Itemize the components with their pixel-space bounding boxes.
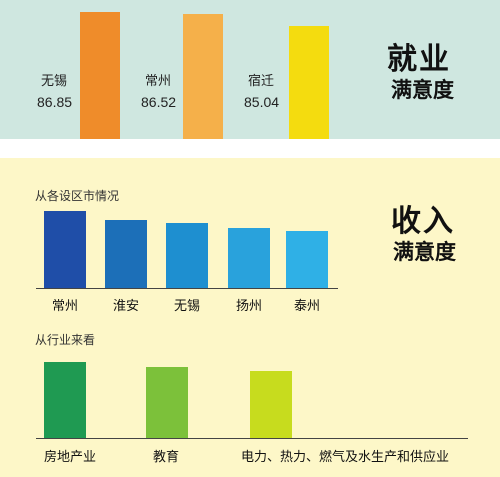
industry-bar-1: [44, 362, 86, 438]
employment-category-label: 宿迁: [248, 74, 275, 89]
city-category-label: 泰州: [293, 299, 320, 314]
city-bar-4: [228, 227, 270, 288]
city-bar-3: [166, 223, 208, 288]
industry-category-label: 房地产业: [44, 450, 97, 465]
industry-category-label: 电力、热力、燃气及水生产和供应业: [241, 450, 450, 465]
city-bar-1: [44, 211, 86, 288]
city-axis-line: [36, 288, 338, 289]
employment-bar-2: [183, 14, 223, 139]
employment-value-label: 86.85: [37, 94, 73, 110]
employment-bar-3: [289, 25, 329, 139]
income-title-line1: 收入: [391, 204, 455, 239]
industry-bar-2: [146, 366, 188, 438]
industry-bar-3: [250, 371, 292, 438]
city-category-label: 扬州: [235, 299, 262, 314]
income-by-city-label: 从各设区市情况: [35, 189, 120, 203]
employment-value-label: 86.52: [141, 94, 177, 110]
employment-title-line1: 就业: [387, 42, 451, 77]
city-category-label: 淮安: [112, 299, 139, 314]
employment-bar-1: [80, 12, 120, 139]
income-title-line2: 满意度: [393, 240, 456, 264]
city-category-label: 无锡: [173, 299, 200, 314]
employment-category-label: 常州: [145, 74, 172, 89]
employment-title-line2: 满意度: [391, 78, 454, 102]
employment-category-label: 无锡: [41, 74, 68, 89]
industry-category-label: 教育: [153, 450, 180, 465]
income-by-industry-label: 从行业来看: [35, 333, 96, 347]
city-category-label: 常州: [51, 299, 78, 314]
employment-value-label: 85.04: [244, 94, 280, 110]
city-bar-2: [105, 220, 147, 288]
industry-axis-line: [36, 438, 468, 439]
city-bar-5: [286, 231, 328, 288]
